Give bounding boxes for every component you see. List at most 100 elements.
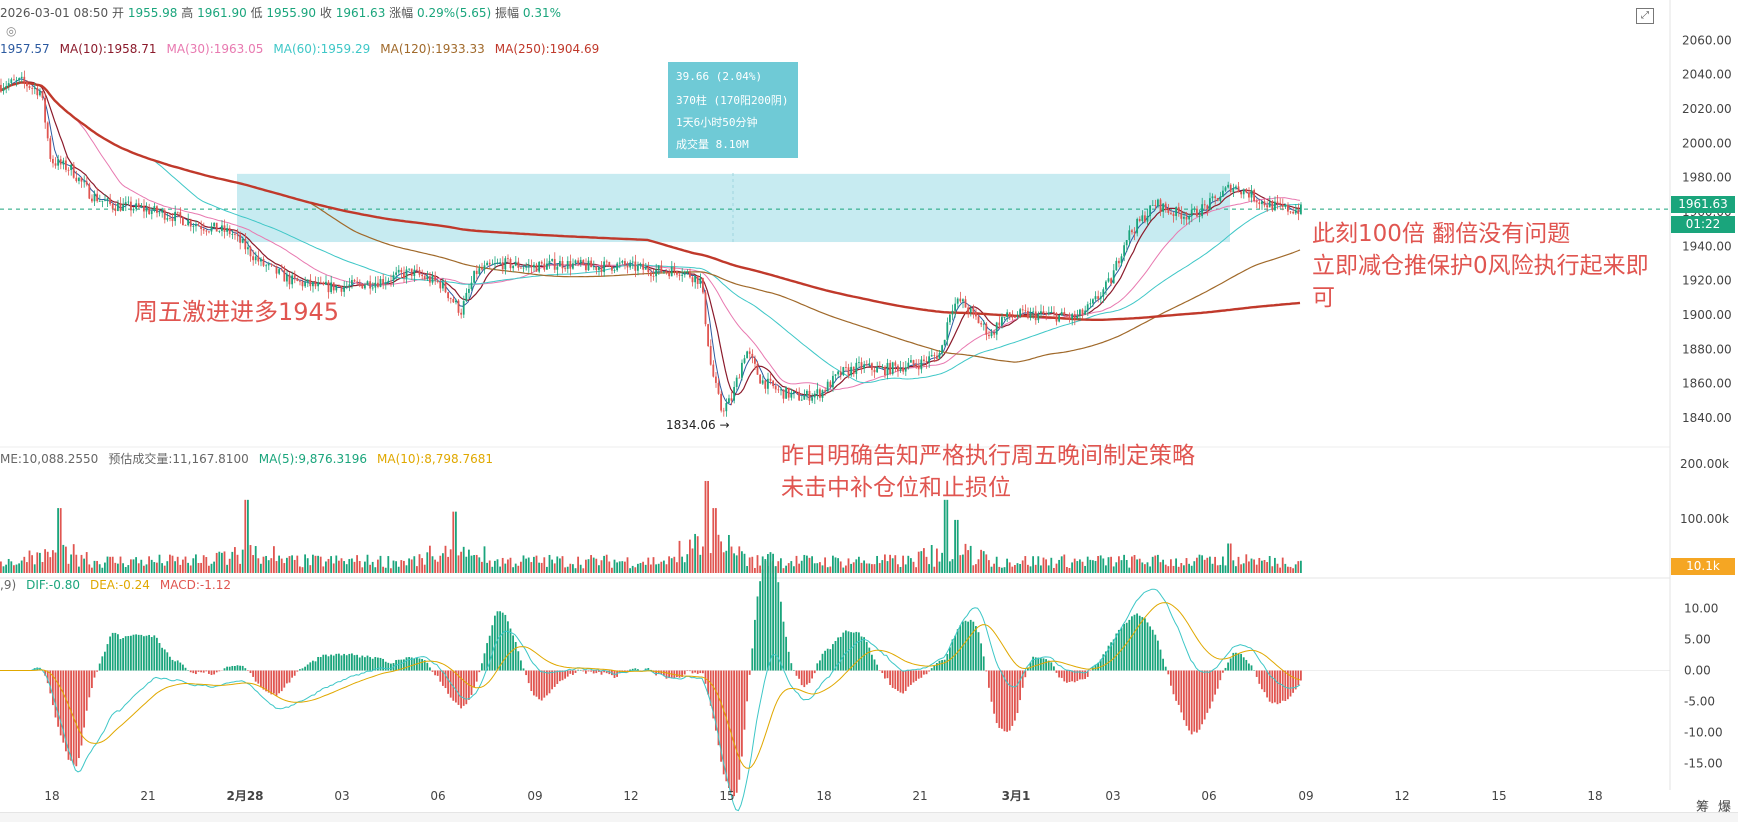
macd-bar [250, 671, 252, 674]
macd-bar [421, 659, 423, 671]
candle-body [811, 397, 813, 400]
volume-bar [575, 568, 577, 573]
candle-body [1248, 193, 1250, 198]
candle-body [1061, 312, 1063, 315]
volume-bar [520, 562, 522, 573]
macd-bar [281, 671, 283, 692]
candle-body [1004, 317, 1006, 318]
volume-bar [723, 552, 725, 573]
candle-body [1230, 185, 1232, 192]
candle-body [221, 225, 223, 231]
candle-body [879, 367, 881, 368]
volume-bar [299, 566, 301, 573]
candle-body [767, 379, 769, 389]
volume-bar [686, 554, 688, 573]
volume-bar [437, 562, 439, 573]
volume-bar [57, 508, 59, 573]
volume-bar [387, 556, 389, 573]
candle-body [809, 391, 811, 401]
volume-bar [1082, 562, 1084, 573]
candle-body [1178, 207, 1180, 212]
volume-bar [1258, 558, 1260, 573]
candle-body [611, 266, 613, 270]
volume-bar [1110, 557, 1112, 573]
volume-bar [237, 555, 239, 573]
volume-bar [432, 556, 434, 573]
macd-bar [684, 671, 686, 675]
volume-bar [104, 563, 106, 573]
candle-body [1040, 311, 1042, 313]
candle-body [398, 270, 400, 273]
candle-body [915, 364, 917, 366]
candle-body [1295, 210, 1297, 213]
volume-bar [1206, 558, 1208, 573]
macd-bar [70, 671, 72, 761]
candle-body [421, 275, 423, 276]
volume-bar [88, 564, 90, 573]
candle-body [1232, 188, 1234, 192]
candle-body [614, 270, 616, 271]
macd-bar [559, 671, 561, 682]
volume-bar [624, 562, 626, 573]
volume-bar [757, 555, 759, 573]
volume-bar [1232, 560, 1234, 573]
macd-bar [322, 655, 324, 671]
volume-bar [1204, 560, 1206, 573]
candle-body [1212, 196, 1214, 198]
candle-body [842, 367, 844, 375]
fullscreen-icon[interactable]: ⤢ [1636, 8, 1654, 24]
volume-bar [1009, 562, 1011, 573]
macd-bar [68, 671, 70, 760]
macd-bar [101, 656, 103, 670]
candle-body [663, 271, 665, 272]
volume-bar [858, 557, 860, 573]
candle-body [874, 370, 876, 372]
macd-bar [1045, 659, 1047, 670]
volume-bar [671, 558, 673, 573]
volume-bar [1167, 566, 1169, 573]
ma-legend-item-4: MA(120):1933.33 [380, 42, 485, 56]
macd-bar [822, 654, 824, 671]
candle-body [1284, 205, 1286, 207]
volume-bar [861, 563, 863, 573]
macd-bar [1006, 671, 1008, 732]
candle-body [796, 391, 798, 392]
macd-bar [1050, 662, 1052, 670]
volume-bar [354, 562, 356, 573]
macd-bar [585, 671, 587, 674]
candle-body [473, 271, 475, 283]
volume-bar [1240, 564, 1242, 573]
candle-body [114, 209, 116, 211]
volume-bar [564, 567, 566, 573]
volume-bar [328, 559, 330, 573]
macd-bar [489, 636, 491, 671]
candle-body [200, 226, 202, 229]
volume-bar [499, 567, 501, 573]
macd-bar [351, 653, 353, 670]
volume-bar [1131, 557, 1133, 573]
volume-bar [133, 559, 135, 573]
candle-body [850, 367, 852, 375]
volume-bar [884, 554, 886, 573]
volume-bar [819, 562, 821, 573]
volume-bar [788, 563, 790, 573]
volume-bar [1256, 565, 1258, 573]
candle-body [1258, 202, 1260, 204]
candle-body [439, 282, 441, 288]
candle-body [801, 400, 803, 401]
macd-bar [78, 671, 80, 759]
candle-body [507, 258, 509, 259]
macd-bar [1141, 617, 1143, 670]
macd-bar [125, 636, 127, 670]
volume-bar [153, 562, 155, 573]
candle-body [307, 280, 309, 283]
volume-bar [962, 555, 964, 573]
candle-body [504, 258, 506, 269]
macd-bar [793, 670, 795, 671]
macd-bar [1170, 671, 1172, 686]
volume-bar [616, 562, 618, 573]
volume-bar [26, 562, 28, 573]
volume-bar [1118, 556, 1120, 573]
eye-icon[interactable]: ◎ [6, 24, 16, 38]
